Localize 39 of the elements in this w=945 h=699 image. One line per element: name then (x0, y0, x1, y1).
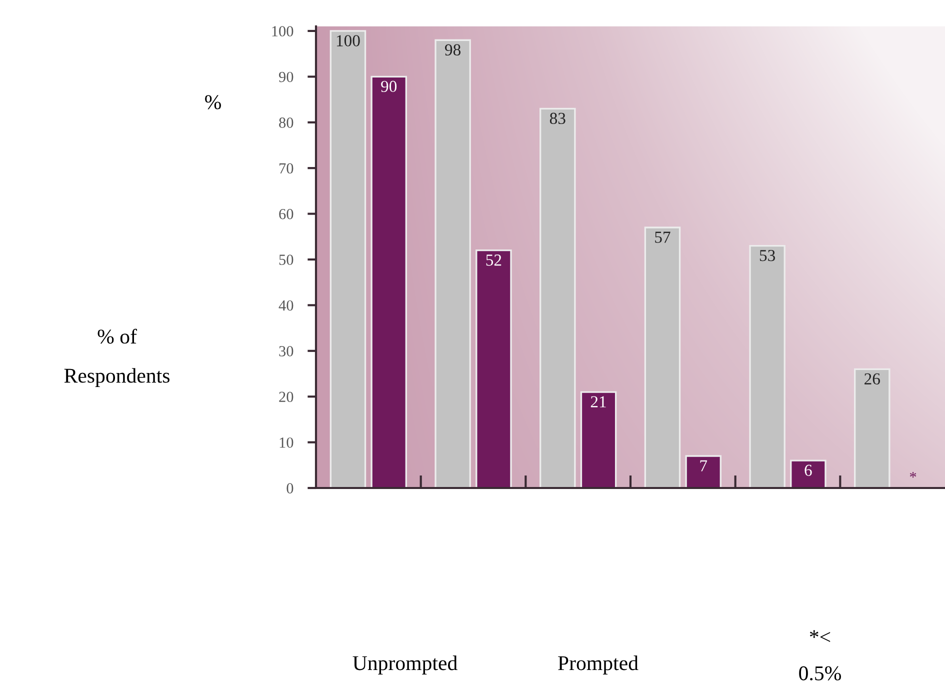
y-tick-label: 20 (279, 392, 294, 402)
y-tick-label: 70 (280, 163, 294, 174)
y-tick-label: 40 (278, 300, 294, 311)
y-tick-label: 30 (279, 346, 294, 356)
bar (476, 250, 512, 488)
text: * (910, 472, 916, 478)
data-label: 83 (550, 112, 566, 124)
text: Unprompted (352, 656, 458, 674)
data-label: 90 (381, 80, 397, 92)
text: % (205, 95, 221, 110)
y-tick-label: 80 (279, 118, 294, 128)
bar (854, 368, 890, 488)
y-tick-label: 10 (280, 437, 294, 448)
y-tick-label: 90 (278, 72, 294, 82)
bar (685, 455, 722, 488)
y-axis-title: % of Respondents (64, 328, 170, 388)
bar (330, 30, 366, 488)
data-label: 53 (760, 250, 775, 262)
bar (644, 226, 681, 488)
data-label: 7 (700, 460, 708, 472)
y-tick-label: 0 (286, 483, 294, 494)
text: Prompted (558, 656, 638, 674)
bar (790, 460, 826, 488)
bar (434, 39, 471, 488)
data-label: 100 (336, 35, 360, 46)
bar (540, 108, 576, 488)
text: *< 0.5% (799, 630, 841, 680)
data-label: 52 (486, 254, 502, 266)
bar (370, 76, 407, 488)
y-tick-label: 60 (279, 208, 294, 220)
data-label: 21 (590, 396, 606, 408)
data-label: 26 (864, 373, 880, 385)
data-label: 6 (804, 464, 812, 476)
bar (749, 244, 786, 488)
data-label: 57 (655, 232, 670, 243)
y-tick-label: 50 (279, 254, 294, 265)
y-tick-label: 100 (272, 26, 294, 36)
bar (580, 391, 617, 488)
data-label: 98 (445, 44, 461, 56)
